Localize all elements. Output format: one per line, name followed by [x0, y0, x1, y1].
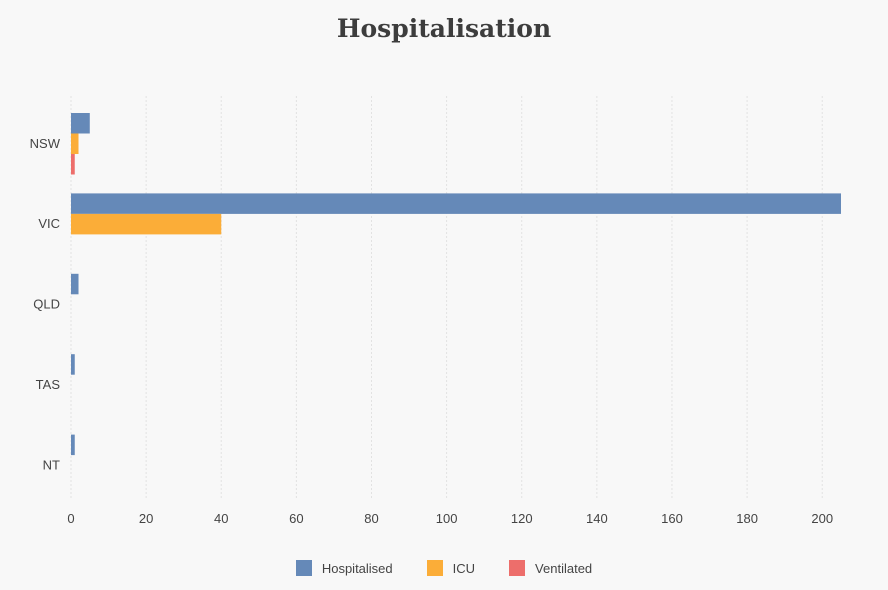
bar-hospitalised-vic[interactable] [71, 193, 841, 214]
x-tick-label: 40 [214, 511, 228, 526]
bar-icu-nsw[interactable] [71, 133, 79, 155]
legend-label: ICU [452, 560, 476, 576]
category-label: VIC [38, 216, 60, 231]
bar-ventilated-nsw[interactable] [71, 154, 75, 175]
x-tick-label: 200 [811, 511, 833, 526]
bar-hospitalised-qld[interactable] [71, 273, 79, 295]
x-tick-label: 180 [736, 511, 758, 526]
chart-title: Hospitalisation [336, 14, 552, 43]
legend-swatch [509, 560, 526, 576]
bar-icu-vic[interactable] [71, 213, 222, 235]
legend-label: Hospitalised [321, 560, 393, 576]
x-tick-label: 100 [436, 511, 458, 526]
bar-hospitalised-nt[interactable] [71, 434, 75, 456]
x-tick-label: 0 [67, 511, 74, 526]
bar-hospitalised-nsw[interactable] [71, 113, 90, 134]
category-label: NT [43, 457, 60, 472]
x-tick-label: 140 [586, 511, 608, 526]
bar-hospitalised-tas[interactable] [71, 354, 75, 375]
legend-item-icu[interactable]: ICU [426, 560, 476, 576]
legend-item-hospitalised[interactable]: Hospitalised [295, 560, 393, 576]
legend-swatch [295, 560, 312, 576]
category-label: TAS [36, 377, 61, 392]
chart-legend: Hospitalised ICU Ventilated [0, 560, 888, 576]
category-label: NSW [30, 136, 61, 151]
x-tick-label: 120 [511, 511, 533, 526]
legend-swatch [426, 560, 443, 576]
x-tick-label: 160 [661, 511, 683, 526]
x-tick-label: 20 [139, 511, 153, 526]
legend-label: Ventilated [535, 560, 593, 576]
category-label: QLD [33, 297, 60, 312]
legend-item-ventilated[interactable]: Ventilated [509, 560, 592, 576]
x-tick-label: 60 [289, 511, 303, 526]
x-tick-label: 80 [364, 511, 378, 526]
